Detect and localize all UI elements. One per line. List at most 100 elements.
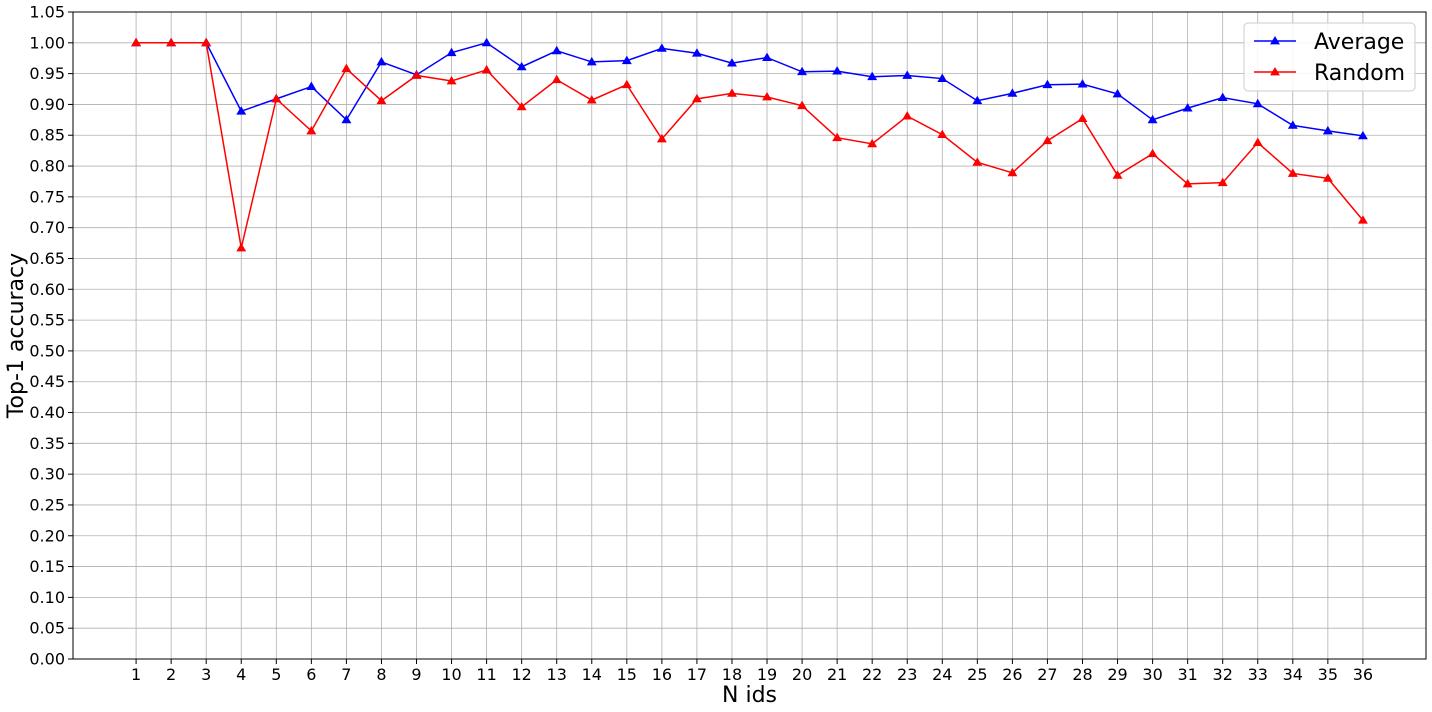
- x-tick-label: 33: [1248, 665, 1268, 684]
- x-tick-label: 36: [1353, 665, 1373, 684]
- data-point-average: [446, 47, 457, 57]
- data-point-average: [867, 71, 878, 81]
- x-tick-label: 3: [201, 665, 211, 684]
- data-point-average: [341, 114, 352, 124]
- data-point-random: [621, 79, 632, 89]
- data-point-random: [1287, 168, 1298, 177]
- y-axis-label: Top-1 accuracy: [4, 253, 29, 419]
- data-point-average: [656, 43, 667, 52]
- y-tick-label: 0.10: [29, 588, 65, 607]
- x-tick-label: 1: [131, 665, 141, 684]
- data-point-average: [797, 66, 808, 76]
- x-tick-label: 9: [411, 665, 421, 684]
- series-line-random: [136, 42, 1364, 249]
- x-tick-label: 5: [271, 665, 281, 684]
- data-point-random: [1357, 215, 1368, 224]
- data-point-average: [586, 56, 597, 66]
- y-tick-label: 0.60: [29, 280, 65, 299]
- legend-item-average: Average: [1254, 30, 1404, 55]
- y-tick-label: 0.80: [29, 157, 65, 176]
- x-tick-label: 31: [1177, 665, 1197, 684]
- legend-label-average: Average: [1314, 30, 1404, 55]
- data-point-random: [972, 157, 983, 166]
- data-point-random: [1182, 178, 1193, 188]
- data-point-random: [832, 132, 843, 142]
- x-tick-label: 17: [687, 665, 707, 684]
- x-tick-label: 16: [652, 665, 672, 684]
- x-tick-label: 32: [1213, 665, 1233, 684]
- x-tick-label: 8: [376, 665, 386, 684]
- y-tick-label: 0.70: [29, 218, 65, 237]
- y-tick-label: 0.25: [29, 495, 65, 514]
- data-point-average: [727, 58, 737, 67]
- data-point-random: [586, 95, 597, 104]
- data-point-average: [1042, 79, 1053, 89]
- series-average: [131, 37, 1368, 140]
- x-tick-label: 25: [967, 665, 987, 684]
- x-tick-label: 23: [897, 665, 917, 684]
- x-tick-label: 2: [166, 665, 176, 684]
- legend-label-random: Random: [1314, 61, 1405, 86]
- x-tick-label: 29: [1107, 665, 1127, 684]
- data-point-random: [1252, 137, 1263, 147]
- data-point-average: [1147, 114, 1158, 124]
- x-tick-label: 15: [617, 665, 637, 684]
- y-axis: 0.00 0.05 0.10 0.15 0.20 0.25 0.30 0.35 0.40 0.45…: [29, 3, 73, 669]
- x-axis: 1 2 3 4 5 6 7 8 9 10 11 12 13 14 15 16 17 18 19 20 21 22 23 24 2…: [131, 659, 1373, 684]
- data-point-random: [937, 129, 948, 139]
- data-point-random: [797, 100, 808, 110]
- grid-lines: [73, 11, 1426, 660]
- x-tick-label: 12: [511, 665, 531, 684]
- x-tick-label: 7: [341, 665, 351, 684]
- y-tick-label: 0.95: [29, 64, 65, 83]
- x-tick-label: 6: [306, 665, 316, 684]
- data-point-random: [1147, 148, 1158, 158]
- data-point-average: [236, 106, 247, 115]
- x-tick-label: 35: [1318, 665, 1338, 684]
- x-tick-label: 11: [476, 665, 496, 684]
- data-point-random: [1042, 135, 1053, 145]
- y-tick-label: 0.35: [29, 434, 65, 453]
- data-point-average: [1217, 92, 1228, 102]
- y-tick-label: 0.00: [29, 650, 65, 669]
- y-tick-label: 0.40: [29, 403, 65, 422]
- y-tick-label: 0.85: [29, 126, 65, 145]
- data-point-average: [551, 45, 562, 55]
- data-point-random: [1007, 167, 1018, 177]
- series-random: [131, 37, 1368, 252]
- data-point-average: [1007, 88, 1018, 97]
- data-point-random: [551, 74, 562, 84]
- data-point-average: [972, 95, 983, 105]
- data-point-random: [411, 70, 422, 79]
- y-tick-label: 0.15: [29, 557, 65, 576]
- x-tick-label: 14: [582, 665, 602, 684]
- data-point-average: [1287, 120, 1298, 129]
- data-point-average: [481, 37, 492, 47]
- data-point-average: [1322, 125, 1333, 135]
- data-point-random: [902, 111, 913, 120]
- data-point-average: [762, 52, 772, 62]
- data-point-random: [1322, 173, 1333, 182]
- data-point-average: [1182, 103, 1193, 112]
- data-point-random: [762, 92, 772, 101]
- data-point-average: [306, 81, 317, 90]
- x-tick-label: 22: [862, 665, 882, 684]
- y-tick-label: 0.05: [29, 619, 65, 638]
- data-point-random: [131, 37, 142, 47]
- legend: Average Random: [1243, 22, 1416, 92]
- x-tick-label: 24: [932, 665, 952, 684]
- data-point-average: [516, 61, 527, 71]
- x-tick-label: 26: [1002, 665, 1022, 684]
- data-point-random: [1112, 170, 1123, 179]
- data-point-random: [271, 93, 282, 103]
- data-point-random: [446, 75, 457, 85]
- data-point-average: [691, 48, 702, 57]
- y-tick-label: 0.90: [29, 95, 65, 114]
- y-tick-label: 0.30: [29, 465, 65, 484]
- y-tick-label: 0.55: [29, 311, 65, 330]
- x-tick-label: 27: [1037, 665, 1057, 684]
- data-point-random: [1077, 113, 1088, 123]
- data-point-random: [1217, 177, 1228, 187]
- data-point-random: [236, 242, 247, 252]
- data-point-random: [727, 88, 737, 97]
